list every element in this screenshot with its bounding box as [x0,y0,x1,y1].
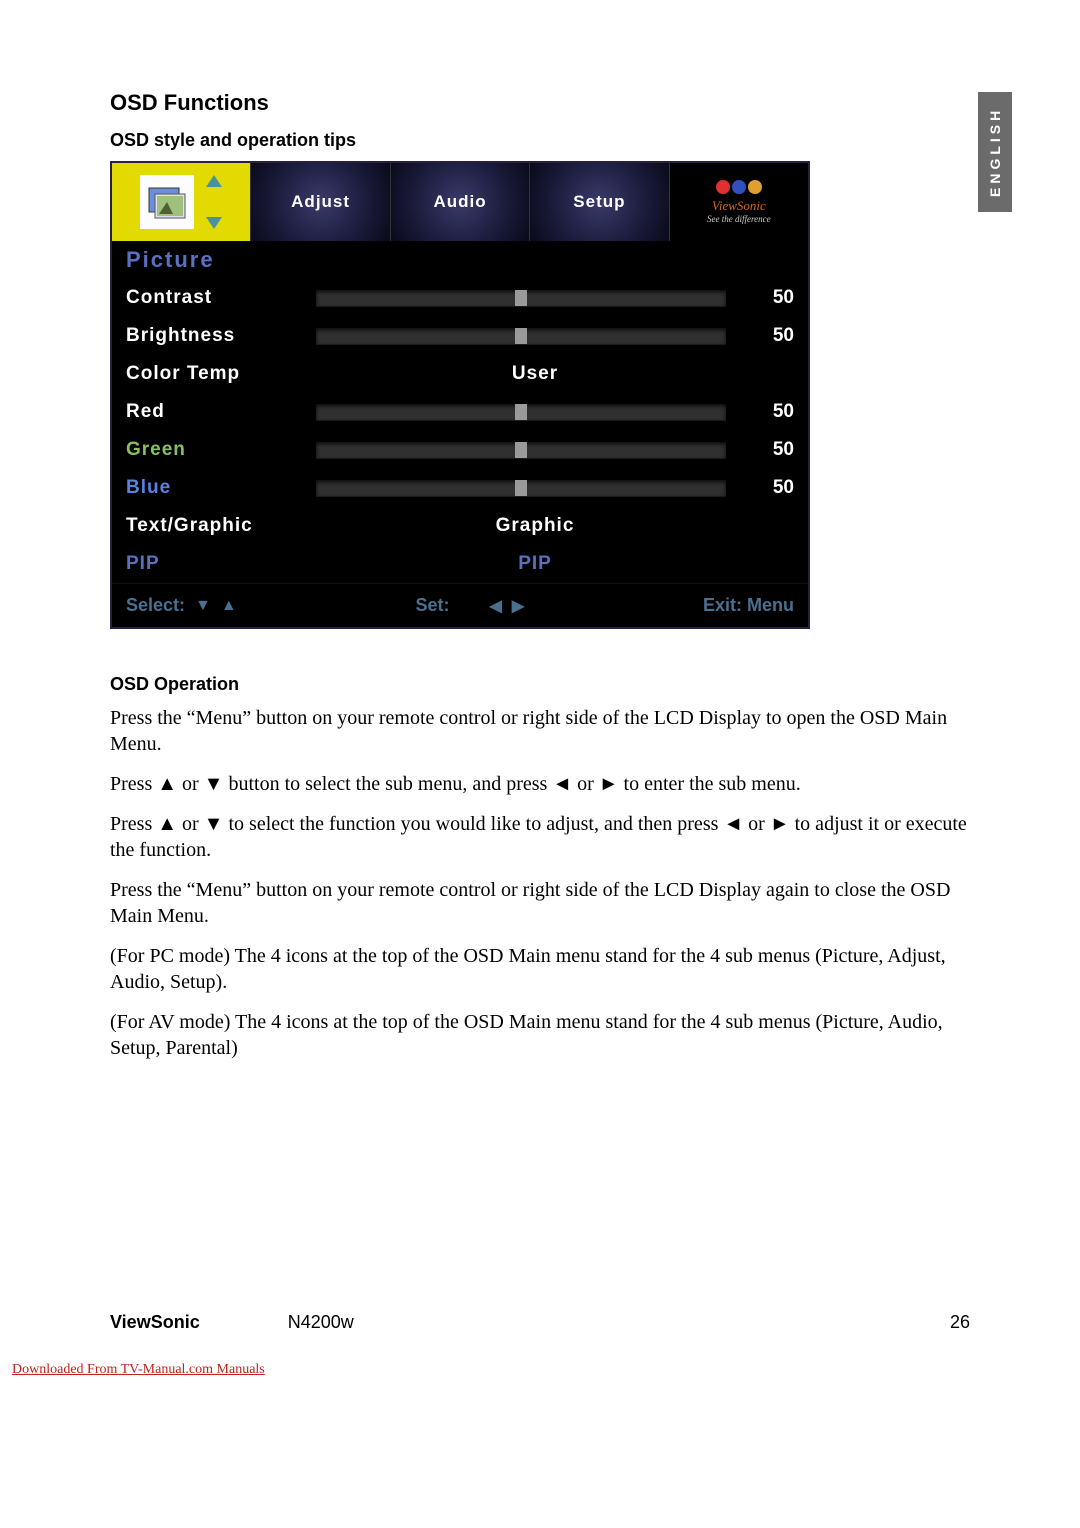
osd-tab-adjust[interactable]: Adjust [251,163,390,241]
operation-paragraph: (For AV mode) The 4 icons at the top of … [110,1009,970,1061]
footer-exit-label: Exit: Menu [703,595,794,616]
row-label: Brightness [126,325,316,347]
slider-value: 50 [754,477,794,499]
osd-row-red[interactable]: Red 50 [112,393,808,431]
page-subheading: OSD style and operation tips [110,130,970,151]
osd-row-contrast[interactable]: Contrast 50 [112,279,808,317]
slider-knob[interactable] [515,480,527,496]
left-arrow-icon: ◀ [490,596,502,616]
operation-heading: OSD Operation [110,674,970,695]
row-label: Blue [126,477,316,499]
row-value: PIP [316,553,754,575]
slider-knob[interactable] [515,404,527,420]
osd-tab-picture[interactable] [112,163,251,241]
operation-paragraph: Press ▲ or ▼ to select the function you … [110,811,970,863]
row-label: Color Temp [126,363,316,385]
footer-brand: ViewSonic [110,1312,200,1333]
footer-set-label: Set: [416,595,450,616]
osd-tab-setup[interactable]: Setup [530,163,669,241]
osd-row-color-temp[interactable]: Color TempUser [112,355,808,393]
slider-knob[interactable] [515,328,527,344]
right-arrow-icon: ▶ [512,596,524,616]
row-value: Graphic [316,515,754,537]
down-arrow-icon: ▼ [195,597,211,615]
picture-icon [140,175,194,229]
language-tab: ENGLISH [978,92,1012,212]
page-heading: OSD Functions [110,90,970,116]
viewsonic-logo: ViewSonic See the difference [670,163,808,241]
logo-text: ViewSonic [712,198,766,214]
slider-track[interactable] [316,328,726,344]
slider-knob[interactable] [515,442,527,458]
row-label: PIP [126,553,316,575]
osd-row-text-graphic[interactable]: Text/GraphicGraphic [112,507,808,545]
footer-page-number: 26 [950,1312,970,1333]
slider-track[interactable] [316,442,726,458]
row-label: Green [126,439,316,461]
page-footer: ViewSonic N4200w 26 [110,1312,970,1333]
osd-screenshot: Adjust Audio Setup ViewSonic See the dif… [110,161,810,629]
footer-model: N4200w [288,1312,354,1333]
operation-paragraph: (For PC mode) The 4 icons at the top of … [110,943,970,995]
download-source-link[interactable]: Downloaded From TV-Manual.com Manuals [12,1362,265,1378]
osd-tabs: Adjust Audio Setup ViewSonic See the dif… [112,163,808,241]
chevron-down-icon [206,217,222,229]
tab-label: Audio [433,192,486,212]
tab-label: Adjust [291,192,350,212]
osd-row-blue[interactable]: Blue 50 [112,469,808,507]
slider-track[interactable] [316,404,726,420]
row-label: Red [126,401,316,423]
osd-footer: Select: ▼ ▲ Set: ◀ ▶ Exit: Menu [112,583,808,627]
operation-paragraph: Press the “Menu” button on your remote c… [110,705,970,757]
slider-track[interactable] [316,480,726,496]
row-label: Text/Graphic [126,515,316,537]
tab-label: Setup [573,192,625,212]
slider-value: 50 [754,401,794,423]
logo-subtext: See the difference [707,214,771,224]
osd-row-pip[interactable]: PIPPIP [112,545,808,583]
osd-row-green[interactable]: Green 50 [112,431,808,469]
slider-value: 50 [754,325,794,347]
operation-paragraph: Press the “Menu” button on your remote c… [110,877,970,929]
slider-value: 50 [754,439,794,461]
slider-knob[interactable] [515,290,527,306]
osd-section-title: Picture [112,241,808,279]
footer-select-label: Select: [126,595,185,616]
osd-tab-audio[interactable]: Audio [391,163,530,241]
osd-row-brightness[interactable]: Brightness 50 [112,317,808,355]
slider-track[interactable] [316,290,726,306]
operation-paragraph: Press ▲ or ▼ button to select the sub me… [110,771,970,797]
row-value: User [316,363,754,385]
up-arrow-icon: ▲ [221,597,237,615]
chevron-up-icon [206,175,222,187]
row-label: Contrast [126,287,316,309]
slider-value: 50 [754,287,794,309]
